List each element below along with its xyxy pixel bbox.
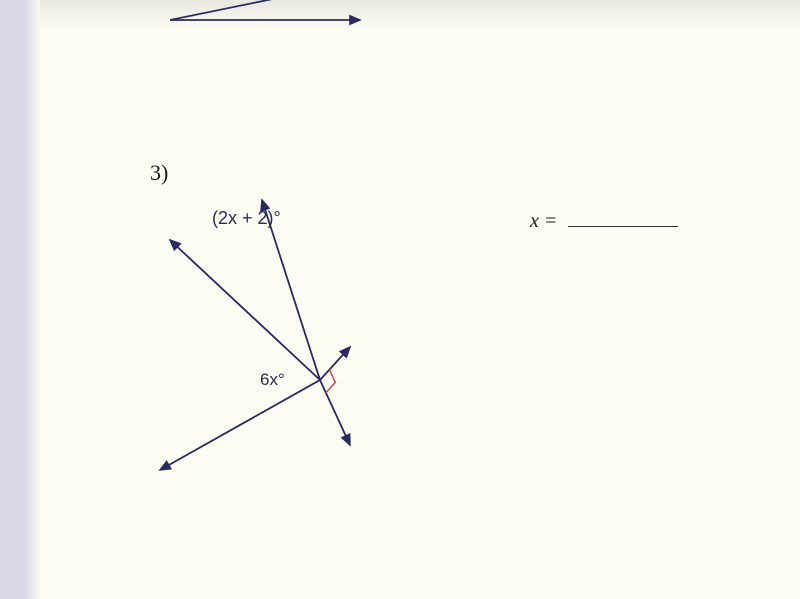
angle-label-6x: 6x° [260, 370, 285, 390]
previous-problem-fragment [170, 0, 430, 30]
worksheet-page: 3) (2x + 2)° 6x° x = [40, 0, 800, 599]
answer-variable: x = [530, 210, 557, 232]
angle-diagram [140, 180, 440, 520]
answer-blank[interactable] [568, 226, 678, 227]
angle-label-expression: (2x + 2)° [212, 208, 281, 229]
answer-prompt: x = [530, 210, 678, 233]
